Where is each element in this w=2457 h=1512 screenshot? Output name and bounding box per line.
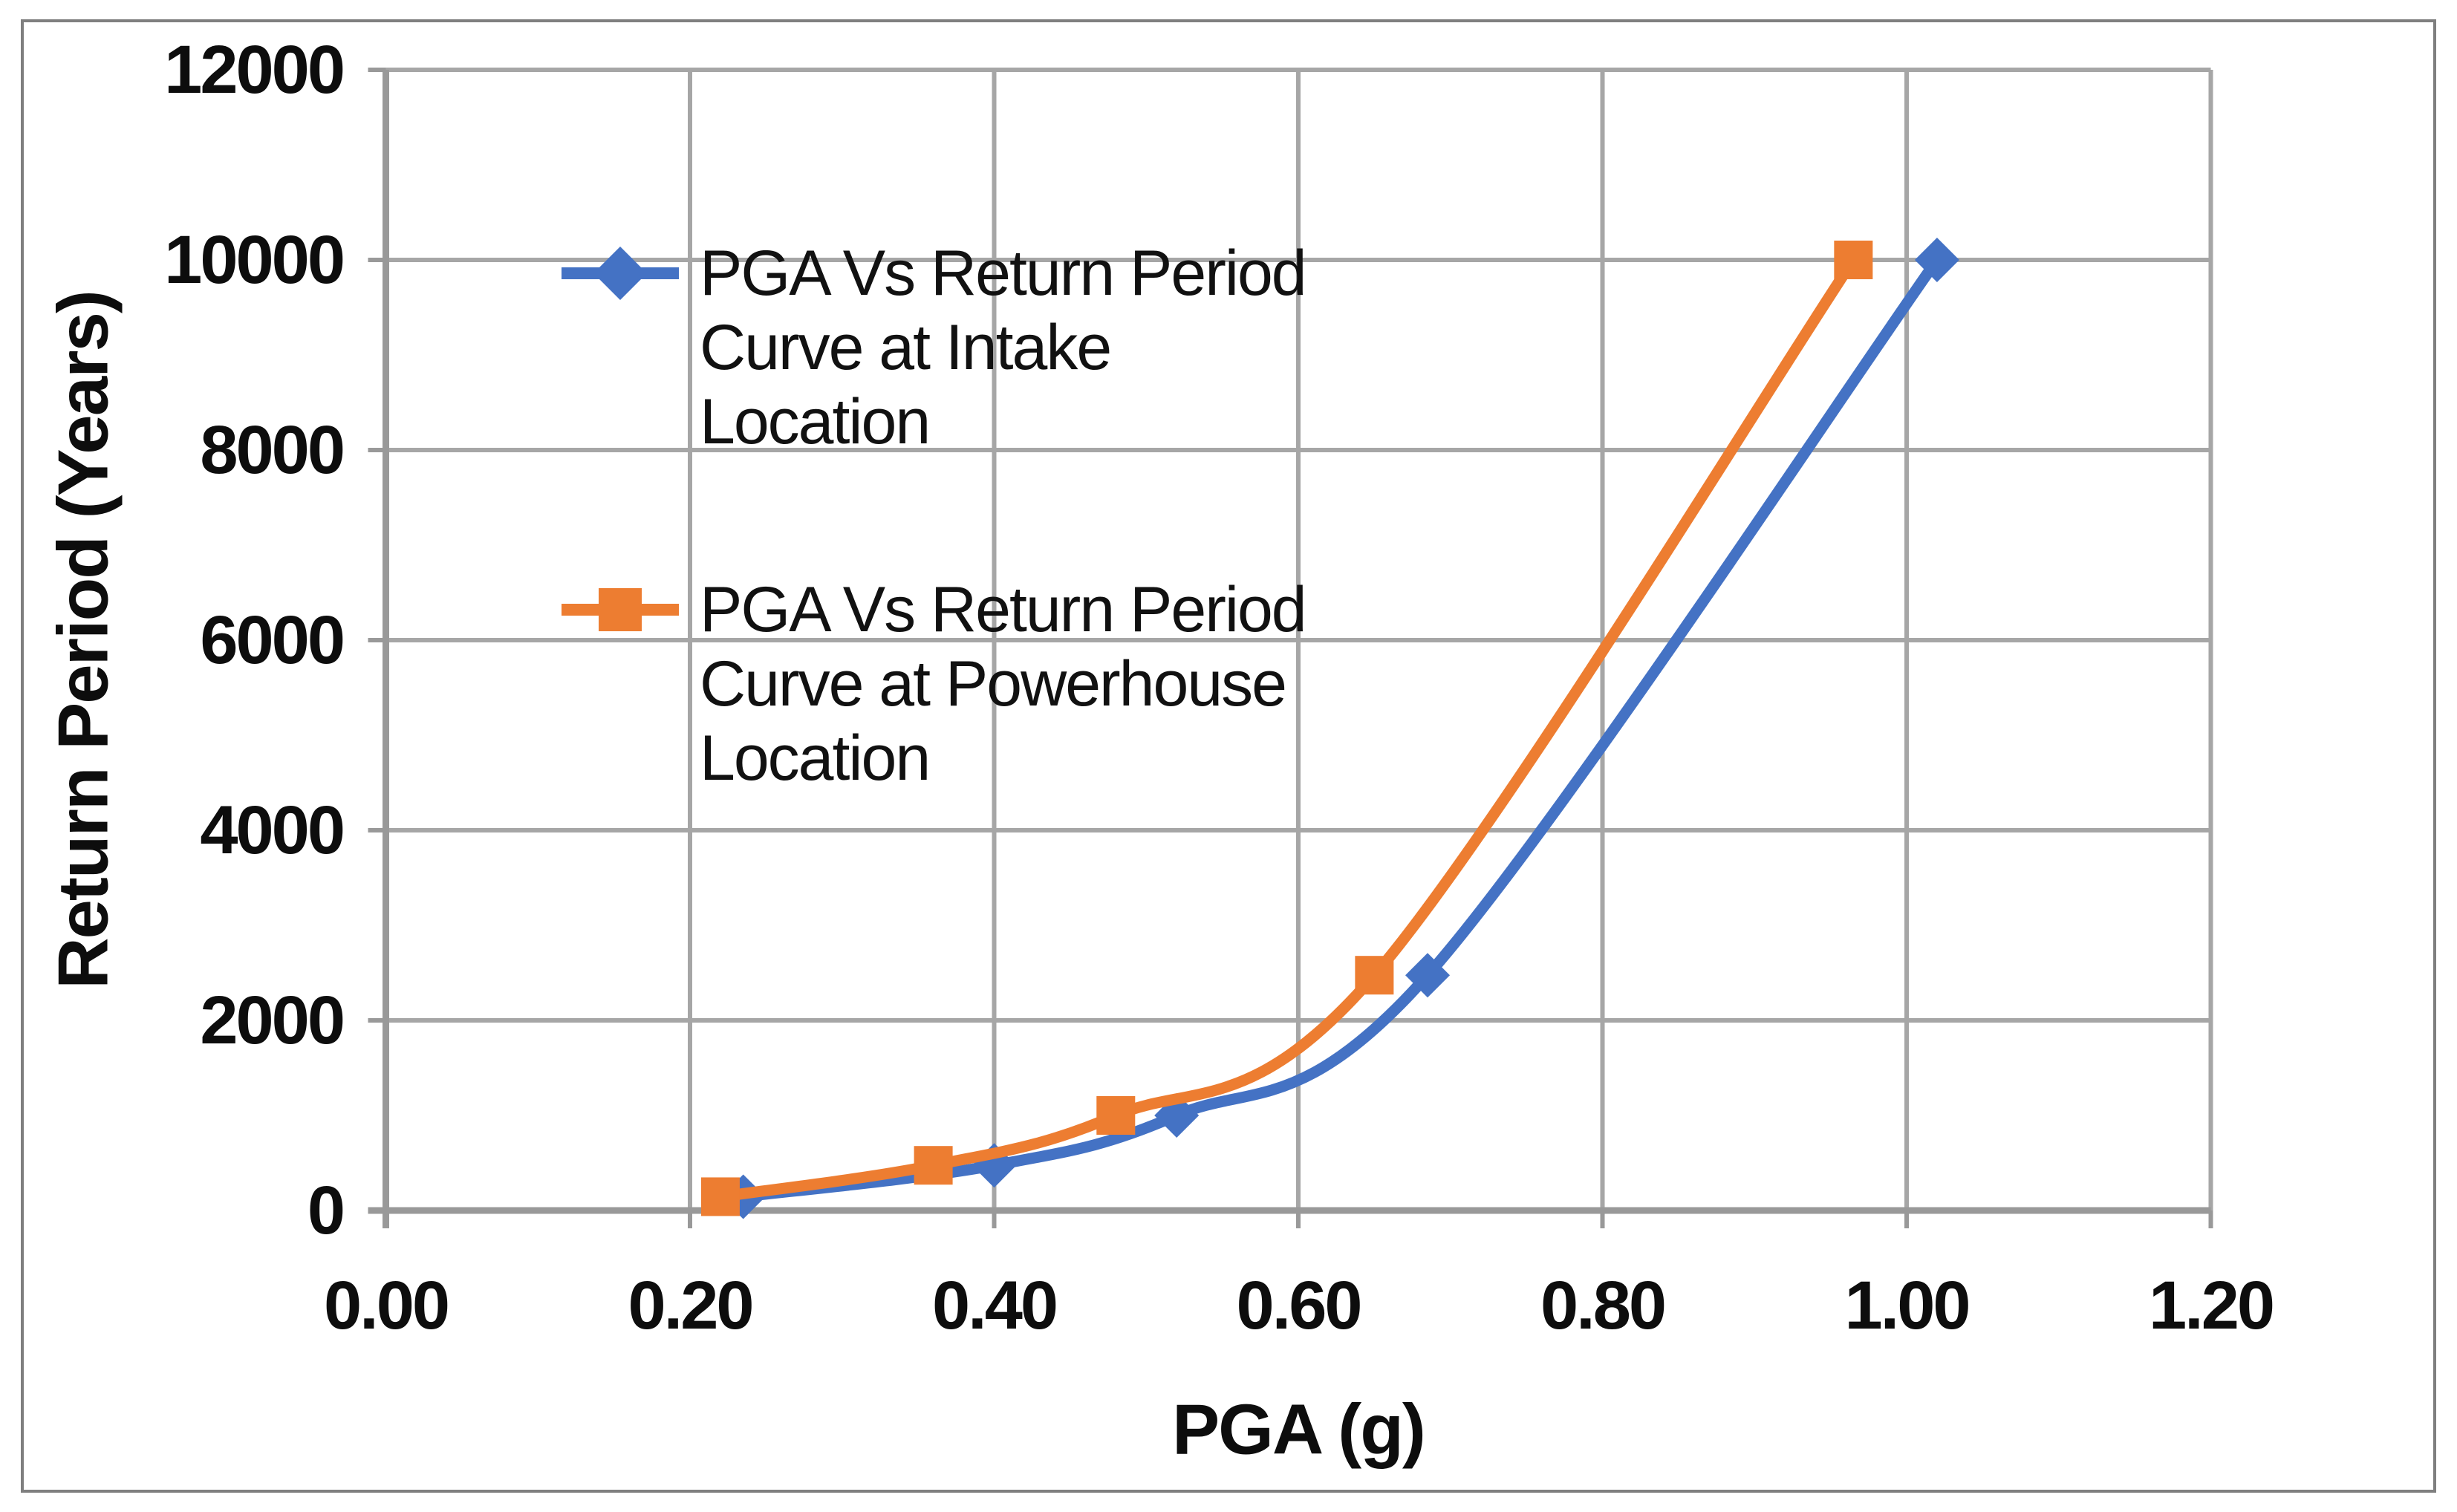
series-line bbox=[715, 254, 1859, 1202]
x-tick-label: 0.40 bbox=[932, 1268, 1056, 1343]
data-point-square-marker bbox=[1355, 956, 1394, 995]
x-tick-label: 1.20 bbox=[2149, 1268, 2273, 1343]
y-tick-label: 2000 bbox=[200, 983, 343, 1058]
legend-label: Location bbox=[700, 386, 929, 457]
y-tick-label: 6000 bbox=[200, 602, 343, 678]
series-plot bbox=[700, 238, 1959, 1219]
series-line bbox=[738, 254, 1943, 1202]
x-tick-label: 0.00 bbox=[324, 1268, 448, 1343]
x-tick-label: 0.20 bbox=[628, 1268, 752, 1343]
data-point-square-marker bbox=[700, 1177, 740, 1216]
series-powerhouse bbox=[700, 241, 1873, 1216]
data-point-square-marker bbox=[1096, 1096, 1136, 1135]
legend-label: Curve at Intake bbox=[700, 312, 1110, 383]
data-point-diamond-marker bbox=[1405, 953, 1451, 998]
chart-outer-border bbox=[21, 19, 2436, 1493]
data-point-square-marker bbox=[1834, 241, 1873, 279]
x-tick-label: 0.80 bbox=[1540, 1268, 1664, 1343]
y-tick-label: 0 bbox=[307, 1173, 343, 1248]
y-axis-title: Return Period (Years) bbox=[44, 291, 123, 989]
legend-square-marker bbox=[599, 588, 642, 631]
legend-diamond-marker bbox=[593, 247, 647, 300]
axis-tick-labels: 0 2000 4000 6000 8000 10000 12000 0.00 0.20 0.40 0… bbox=[164, 32, 2275, 1343]
data-point-diamond-marker bbox=[1914, 238, 1959, 282]
legend-label: Location bbox=[700, 723, 929, 794]
y-tick-label: 12000 bbox=[164, 32, 343, 108]
legend-label: Curve at Powerhouse bbox=[700, 648, 1286, 720]
gridlines bbox=[383, 68, 2213, 1213]
y-tick-label: 10000 bbox=[164, 222, 343, 298]
y-tick-label: 8000 bbox=[200, 412, 343, 488]
legend-label: PGA Vs Return Period bbox=[700, 574, 1306, 645]
legend-label: PGA Vs Return Period bbox=[700, 238, 1306, 309]
x-tick-label: 0.60 bbox=[1236, 1268, 1360, 1343]
data-point-square-marker bbox=[914, 1146, 953, 1185]
x-axis-title: PGA (g) bbox=[1172, 1390, 1425, 1470]
y-tick-label: 4000 bbox=[200, 792, 343, 868]
x-tick-label: 1.00 bbox=[1844, 1268, 1968, 1343]
axes bbox=[368, 68, 2213, 1228]
